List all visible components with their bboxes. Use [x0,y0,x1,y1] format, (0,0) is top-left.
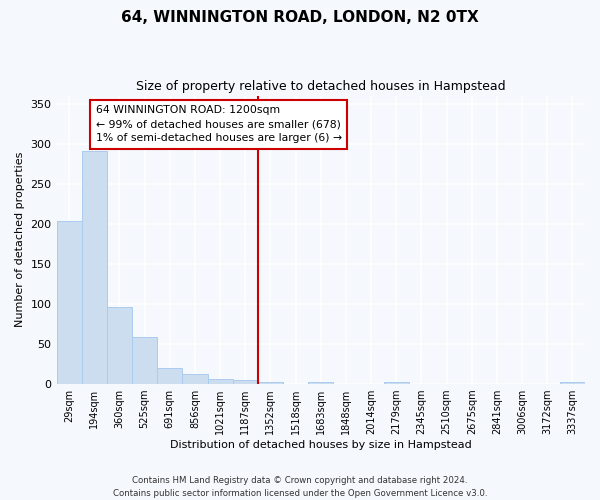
Bar [82,151,107,384]
Bar [157,368,182,384]
Bar [308,382,334,384]
Bar [56,222,82,384]
Title: Size of property relative to detached houses in Hampstead: Size of property relative to detached ho… [136,80,506,93]
Bar [107,307,132,384]
Text: 64 WINNINGTON ROAD: 1200sqm
← 99% of detached houses are smaller (678)
1% of sem: 64 WINNINGTON ROAD: 1200sqm ← 99% of det… [95,105,341,143]
Bar [208,379,233,384]
Bar [132,338,157,384]
Bar [560,382,585,384]
Bar [383,382,409,384]
Bar [182,374,208,384]
Bar [233,380,258,384]
X-axis label: Distribution of detached houses by size in Hampstead: Distribution of detached houses by size … [170,440,472,450]
Text: 64, WINNINGTON ROAD, LONDON, N2 0TX: 64, WINNINGTON ROAD, LONDON, N2 0TX [121,10,479,25]
Bar [258,382,283,384]
Text: Contains HM Land Registry data © Crown copyright and database right 2024.
Contai: Contains HM Land Registry data © Crown c… [113,476,487,498]
Y-axis label: Number of detached properties: Number of detached properties [15,152,25,328]
